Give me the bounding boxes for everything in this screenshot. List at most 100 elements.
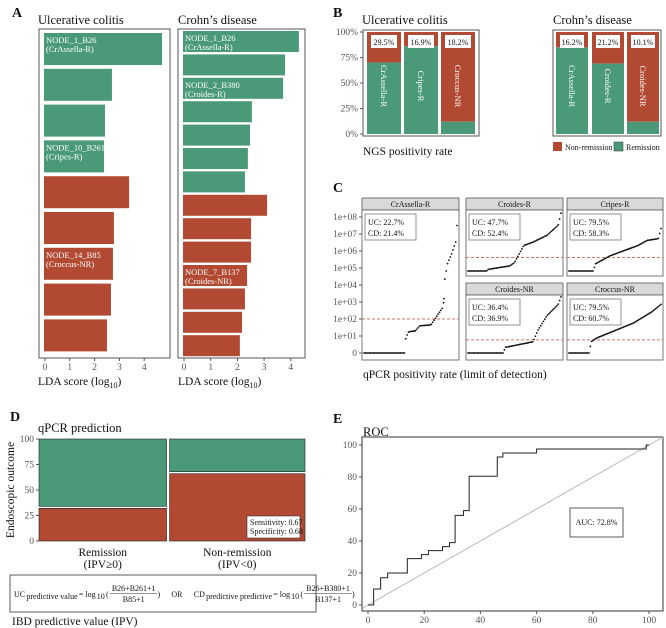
data-point — [552, 229, 554, 231]
data-point — [557, 223, 560, 226]
panel-e-roc-chart: ROC 0 20 40 60 80 100 0 20 40 60 80 100 AUC: 72.8% — [343, 425, 664, 626]
data-point — [637, 319, 640, 321]
positivity-info-box — [468, 213, 521, 241]
data-point — [558, 299, 561, 302]
facet-strip-label: CrAssella-R — [391, 200, 431, 209]
data-point — [590, 270, 593, 272]
data-point — [602, 258, 605, 261]
data-point — [645, 314, 648, 317]
remission-segment — [367, 62, 401, 134]
data-point — [640, 317, 642, 320]
panel-label-b: B — [333, 6, 342, 21]
data-point — [586, 352, 589, 354]
positivity-label-box — [408, 35, 434, 48]
facet-frame — [38, 28, 171, 359]
data-point — [504, 265, 507, 268]
data-point — [456, 224, 458, 227]
formula-cd-subscript: predictive predictive — [206, 592, 272, 601]
data-point — [557, 303, 560, 306]
formula-cd-denominator: B137+1 — [315, 595, 341, 604]
data-point — [534, 335, 537, 338]
data-point — [514, 260, 517, 263]
data-point — [490, 268, 492, 270]
data-point — [507, 345, 510, 348]
data-point — [487, 352, 490, 354]
data-point — [390, 352, 392, 354]
data-point — [468, 270, 471, 272]
data-point — [387, 352, 390, 354]
data-point — [586, 270, 589, 272]
formula-cd-numerator: B26+B380+1 — [306, 584, 350, 593]
positivity-label-box — [631, 35, 655, 48]
bar-name: Cripes-R — [416, 71, 426, 102]
sensitivity-label: Sensitivity: 0.67 — [250, 518, 302, 527]
data-point — [569, 270, 572, 272]
facet-strip-label: Croides-R — [498, 200, 532, 209]
data-point — [430, 323, 433, 326]
x-tick-label: 0 — [43, 363, 48, 373]
data-point — [425, 324, 427, 327]
data-point — [580, 270, 582, 272]
data-point — [418, 325, 421, 328]
uc-positivity-rate: UC: 79.5% — [573, 303, 609, 312]
data-point — [411, 330, 414, 333]
data-point — [573, 352, 576, 354]
positivity-label: 16.2% — [562, 38, 583, 47]
remission-tile — [38, 438, 167, 507]
data-point — [533, 338, 535, 341]
lda-bar — [183, 311, 243, 333]
x-tick-label: 1 — [67, 363, 72, 373]
facet-frame — [552, 29, 662, 137]
positivity-info-box — [569, 298, 622, 326]
data-point — [593, 266, 596, 269]
data-point — [364, 352, 367, 354]
data-point — [485, 352, 488, 354]
data-point — [649, 311, 652, 314]
facet-title: Crohn’s disease — [553, 13, 632, 27]
x-tick-label: 0 — [366, 616, 371, 626]
data-point — [499, 266, 502, 269]
data-point — [537, 238, 539, 241]
data-point — [484, 352, 487, 354]
data-point — [547, 312, 550, 315]
bar-sublabel: (CrAssella-R) — [185, 42, 233, 52]
positivity-label-box — [560, 35, 584, 48]
column-sublabel: (IPV≥0) — [84, 559, 122, 571]
data-point — [641, 316, 644, 319]
data-point — [641, 242, 644, 244]
panel-b-ngs-chart: Ulcerative colitis 29.5% CrAssella-R 16.9% C… — [336, 13, 662, 158]
remission-segment — [556, 47, 588, 134]
data-point — [423, 324, 426, 327]
y-tick-label: 1e+08 — [333, 213, 357, 223]
y-tick-label: 0% — [345, 130, 358, 140]
cd-positivity-rate: CD: 60.7% — [573, 314, 609, 323]
data-point — [496, 352, 499, 354]
data-point — [660, 227, 662, 230]
positivity-info-box — [468, 298, 521, 326]
y-tick-label: 100% — [336, 28, 358, 38]
x-tick-label: 60 — [532, 616, 542, 626]
data-point — [510, 264, 513, 266]
y-tick-label: 20 — [348, 569, 358, 579]
lda-bar — [183, 265, 248, 286]
data-point — [483, 270, 486, 272]
data-point — [499, 352, 502, 354]
data-point — [636, 319, 638, 322]
bar-label: NODE_7_B137 — [185, 267, 240, 277]
data-point — [507, 265, 510, 268]
data-point — [503, 265, 506, 268]
bar-sublabel: (Croides-R) — [185, 89, 226, 99]
data-point — [530, 341, 533, 344]
formula-log-subscript: 10 — [97, 592, 105, 601]
formula-cd-lhs: CD — [194, 590, 205, 599]
facet-title: Crohn’s disease — [178, 13, 257, 27]
bar-sublabel: (Cripes-R) — [46, 151, 83, 161]
data-point — [594, 337, 597, 340]
data-point — [468, 352, 471, 354]
lda-bar — [183, 54, 285, 76]
positivity-label: 29.5% — [374, 38, 395, 47]
data-point — [506, 265, 508, 268]
x-axis-label-end: ) — [258, 376, 262, 388]
data-point — [654, 307, 657, 310]
bar-name: CrAssella-R — [379, 65, 389, 107]
